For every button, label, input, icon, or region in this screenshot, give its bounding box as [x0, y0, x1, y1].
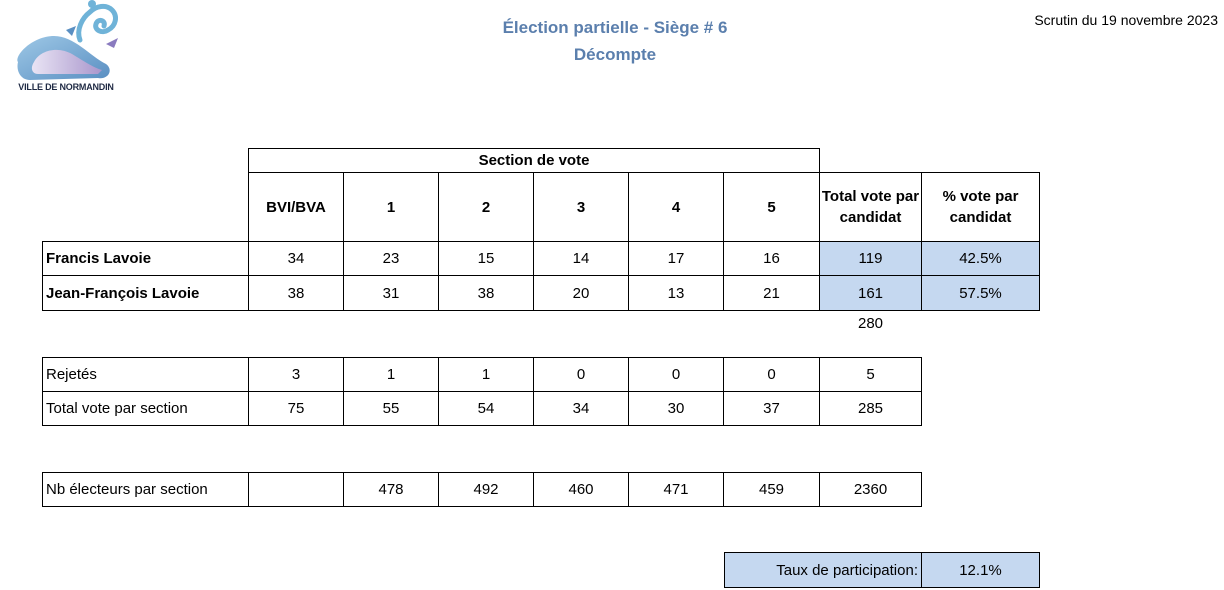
electors-cell — [248, 472, 344, 507]
electors-cell: 492 — [438, 472, 534, 507]
vote-cell: 38 — [438, 275, 534, 311]
electors-cell: 459 — [723, 472, 820, 507]
vote-cell: 23 — [343, 241, 439, 276]
page-subtitle: Décompte — [573, 45, 657, 64]
logo-text: VILLE DE NORMANDIN — [18, 82, 114, 92]
total-section-cell: 54 — [438, 391, 534, 426]
rejected-cell: 1 — [343, 357, 439, 392]
rejected-cell: 3 — [248, 357, 344, 392]
total-section-total: 285 — [819, 391, 922, 426]
candidate-name: Francis Lavoie — [42, 241, 249, 276]
total-section-cell: 34 — [533, 391, 629, 426]
total-section-cell: 37 — [723, 391, 820, 426]
column-header: 1 — [343, 172, 439, 242]
rejected-label: Rejetés — [42, 357, 249, 392]
electors-cell: 460 — [533, 472, 629, 507]
column-header: 4 — [628, 172, 724, 242]
vote-cell: 16 — [723, 241, 820, 276]
participation-label: Taux de participation: — [724, 552, 922, 588]
vote-cell: 34 — [248, 241, 344, 276]
candidate-name: Jean-François Lavoie — [42, 275, 249, 311]
participation-rate: 12.1% — [921, 552, 1040, 588]
electors-cell: 471 — [628, 472, 724, 507]
candidate-pct: 57.5% — [921, 275, 1040, 311]
vote-cell: 38 — [248, 275, 344, 311]
candidate-pct: 42.5% — [921, 241, 1040, 276]
rejected-cell: 0 — [723, 357, 820, 392]
vote-cell: 17 — [628, 241, 724, 276]
rejected-total: 5 — [819, 357, 922, 392]
total-section-cell: 30 — [628, 391, 724, 426]
vote-cell: 13 — [628, 275, 724, 311]
column-header: BVI/BVA — [248, 172, 344, 242]
total-vote-header: Total vote par candidat — [819, 172, 922, 242]
rejected-cell: 0 — [533, 357, 629, 392]
total-section-cell: 75 — [248, 391, 344, 426]
candidate-total: 119 — [819, 241, 922, 276]
column-header: 5 — [723, 172, 820, 242]
grand-total: 280 — [857, 314, 884, 332]
candidate-total: 161 — [819, 275, 922, 311]
total-section-label: Total vote par section — [42, 391, 249, 426]
column-header: 2 — [438, 172, 534, 242]
ville-de-normandin-logo — [17, 0, 118, 80]
election-date: Scrutin du 19 novembre 2023 — [1034, 12, 1218, 28]
electors-cell: 478 — [343, 472, 439, 507]
electors-total: 2360 — [819, 472, 922, 507]
column-header: 3 — [533, 172, 629, 242]
vote-cell: 21 — [723, 275, 820, 311]
vote-cell: 14 — [533, 241, 629, 276]
section-header: Section de vote — [248, 148, 820, 173]
electors-label: Nb électeurs par section — [42, 472, 249, 507]
rejected-cell: 0 — [628, 357, 724, 392]
vote-cell: 15 — [438, 241, 534, 276]
vote-cell: 31 — [343, 275, 439, 311]
vote-cell: 20 — [533, 275, 629, 311]
pct-vote-header: % vote par candidat — [921, 172, 1040, 242]
page-title: Élection partielle - Siège # 6 — [502, 18, 728, 37]
total-section-cell: 55 — [343, 391, 439, 426]
rejected-cell: 1 — [438, 357, 534, 392]
